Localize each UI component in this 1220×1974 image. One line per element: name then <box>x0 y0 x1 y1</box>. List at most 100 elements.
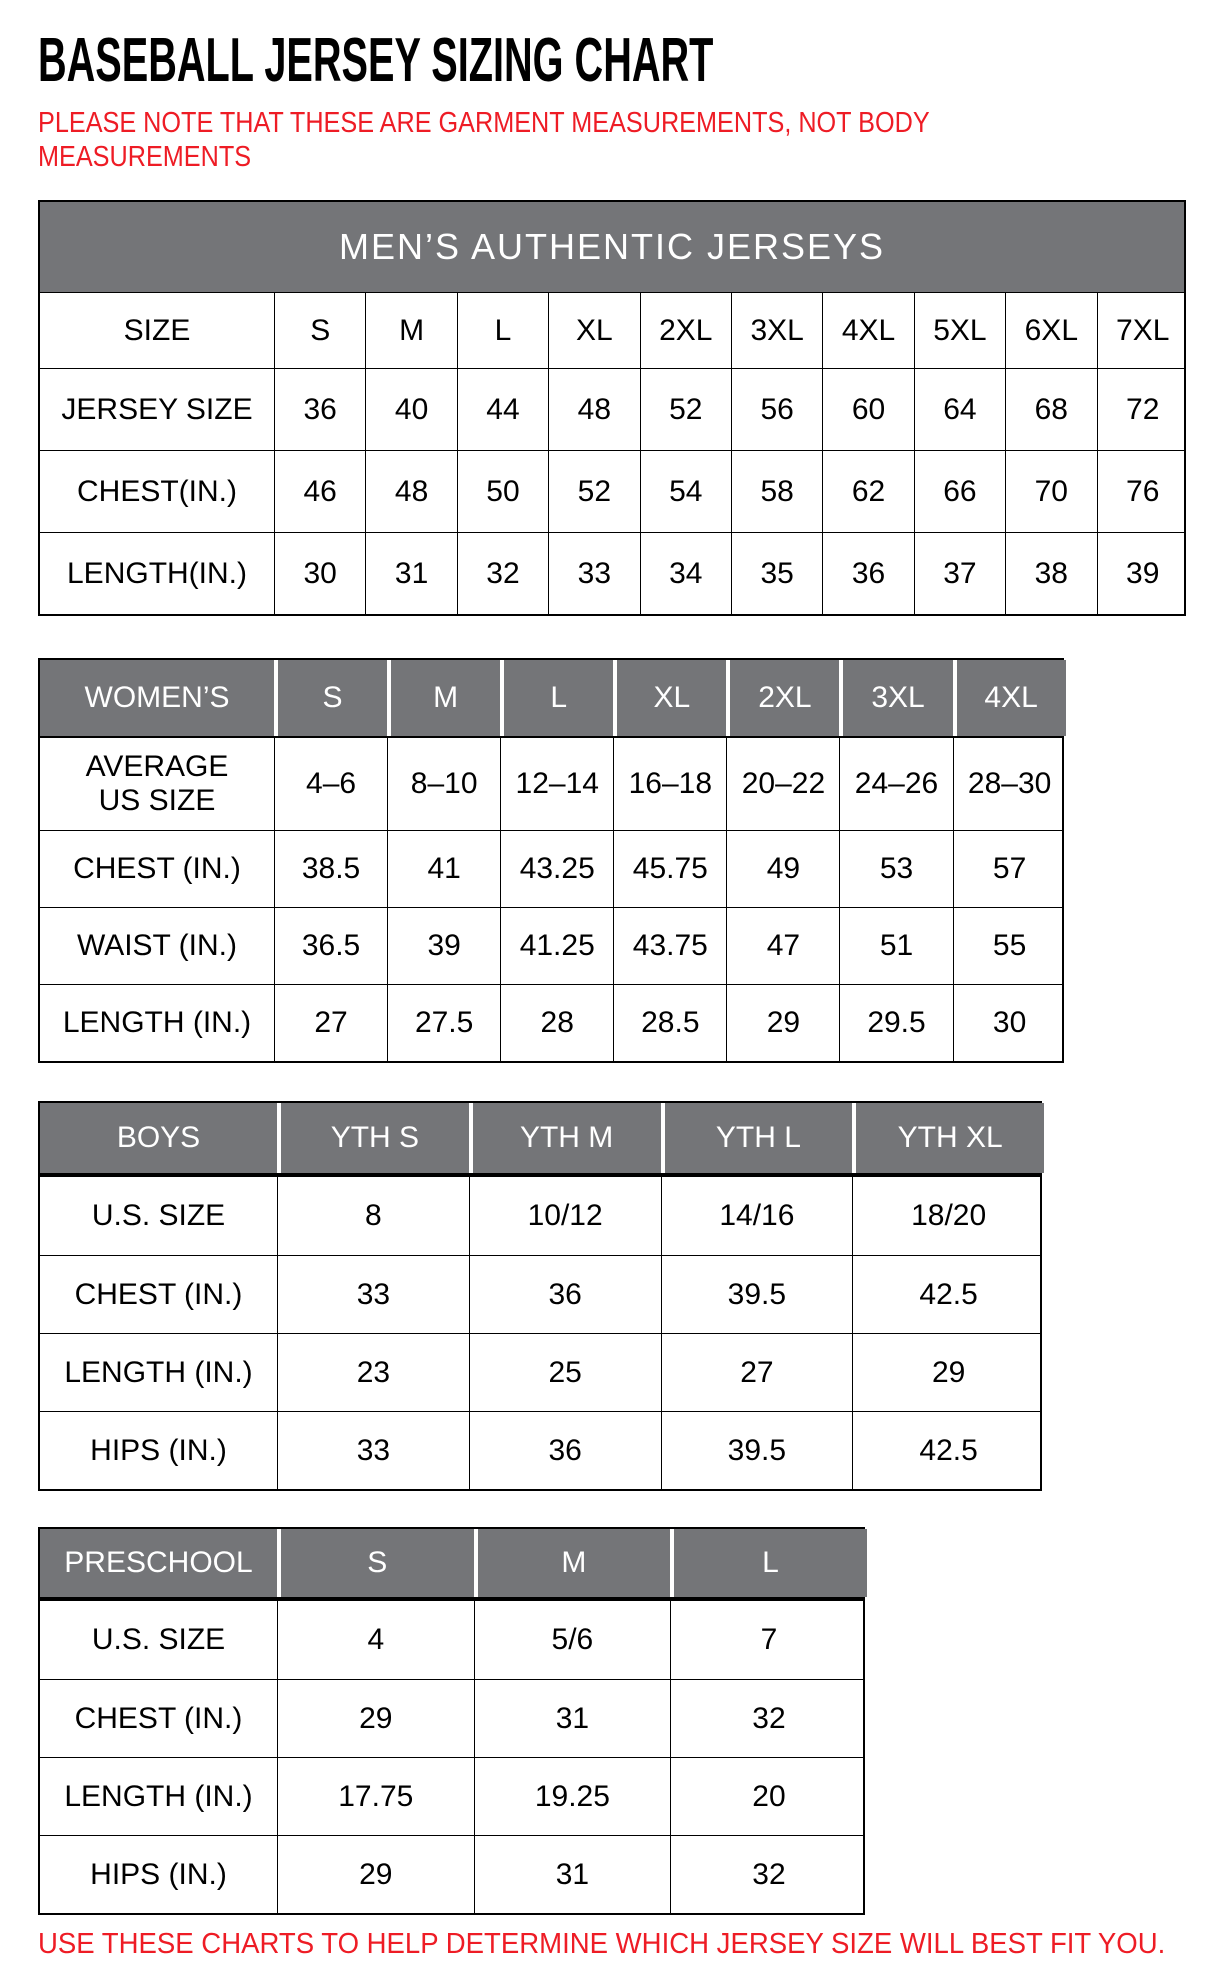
table-cell: 4–6 <box>274 738 387 830</box>
column-header: S <box>274 660 388 736</box>
table-cell: 39 <box>387 908 500 984</box>
table-title-header: SIZE <box>123 313 191 347</box>
table-cell: 14/16 <box>660 1177 853 1255</box>
table-cell: 41.25 <box>500 908 613 984</box>
row-label: HIPS (IN.) <box>90 1433 227 1467</box>
womens-row-1: CHEST (IN.) 38.5 41 43.25 45.75 49 53 57 <box>40 830 1062 907</box>
table-cell: 19.25 <box>473 1758 671 1835</box>
boys-row-0: U.S. SIZE 8 10/12 14/16 18/20 <box>40 1177 1040 1255</box>
table-cell: 4 <box>277 1601 474 1679</box>
boys-header-row: BOYS YTH S YTH M YTH L YTH XL <box>40 1103 1044 1177</box>
womens-row-2: WAIST (IN.) 36.5 39 41.25 43.75 47 51 55 <box>40 907 1062 984</box>
table-cell: 31 <box>365 533 456 614</box>
row-label: HIPS (IN.) <box>90 1857 227 1891</box>
row-label: LENGTH (IN.) <box>64 1779 253 1813</box>
table-cell: 52 <box>548 451 639 532</box>
note-line-2: MEASUREMENTS <box>38 141 252 173</box>
table-cell: 30 <box>274 533 365 614</box>
table-cell: 62 <box>822 451 913 532</box>
table-cell: 29 <box>277 1836 474 1913</box>
table-cell: 33 <box>277 1412 469 1489</box>
table-cell: 29 <box>277 1680 474 1757</box>
table-cell: 41 <box>387 831 500 907</box>
table-cell: 8–10 <box>387 738 500 830</box>
column-header: XL <box>548 293 639 368</box>
preschool-row-1: CHEST (IN.) 29 31 32 <box>40 1679 863 1757</box>
table-cell: 38.5 <box>274 831 387 907</box>
table-cell: 66 <box>913 451 1005 532</box>
table-cell: 56 <box>730 369 822 450</box>
table-title-header: PRESCHOOL <box>40 1529 277 1597</box>
row-label: WAIST (IN.) <box>77 929 237 962</box>
table-cell: 28 <box>500 985 613 1061</box>
row-label: U.S. SIZE <box>91 1623 226 1656</box>
table-cell: 43.25 <box>500 831 613 907</box>
table-cell: 60 <box>822 369 913 450</box>
row-label: CHEST (IN.) <box>74 1701 243 1735</box>
table-cell: 32 <box>670 1836 867 1913</box>
column-header: YTH L <box>660 1103 853 1173</box>
table-cell: 34 <box>639 533 731 614</box>
column-header: 4XL <box>822 293 913 368</box>
table-cell: 48 <box>548 369 639 450</box>
table-cell: 23 <box>277 1334 469 1411</box>
table-cell: 28–30 <box>952 738 1066 830</box>
table-cell: 36 <box>468 1412 661 1489</box>
row-label: LENGTH (IN.) <box>64 1355 253 1389</box>
column-header: XL <box>613 660 727 736</box>
row-label: LENGTH (IN.) <box>62 1006 252 1039</box>
boys-size-table: BOYS YTH S YTH M YTH L YTH XL U.S. SIZE 8 10/12… <box>38 1101 1044 1491</box>
table-cell: 12–14 <box>500 738 613 830</box>
table-cell: 32 <box>456 533 548 614</box>
table-cell: 39 <box>1096 533 1188 614</box>
boys-row-1: CHEST (IN.) 33 36 39.5 42.5 <box>40 1255 1040 1333</box>
mens-banner-header: MEN’S AUTHENTIC JERSEYS <box>40 202 1184 292</box>
mens-header-row: SIZE S M L XL 2XL 3XL 4XL 5XL 6XL 7XL <box>40 292 1184 368</box>
row-label: CHEST(IN.) <box>77 474 237 508</box>
preschool-row-2: LENGTH (IN.) 17.75 19.25 20 <box>40 1757 863 1835</box>
table-cell: 29.5 <box>839 985 952 1061</box>
table-cell: 35 <box>730 533 822 614</box>
table-cell: 8 <box>277 1177 469 1255</box>
womens-size-table: WOMEN’S S M L XL 2XL 3XL 4XL AVERAGE US SIZE 4–6 8… <box>38 658 1066 1063</box>
row-label: AVERAGE US SIZE <box>85 750 229 817</box>
table-cell: 10/12 <box>468 1177 661 1255</box>
row-label: U.S. SIZE <box>91 1199 226 1232</box>
table-cell: 20 <box>670 1758 867 1835</box>
table-cell: 42.5 <box>852 1256 1044 1333</box>
column-header: YTH XL <box>852 1103 1044 1173</box>
table-cell: 31 <box>473 1680 671 1757</box>
row-label: LENGTH(IN.) <box>67 556 247 590</box>
column-header: 5XL <box>913 293 1005 368</box>
table-cell: 47 <box>726 908 839 984</box>
table-cell: 54 <box>639 451 731 532</box>
table-title-header: BOYS <box>40 1103 277 1173</box>
table-cell: 30 <box>952 985 1066 1061</box>
mens-row-0: JERSEY SIZE 36 40 44 48 52 56 60 64 68 72 <box>40 368 1184 450</box>
table-title-header: WOMEN’S <box>40 660 274 736</box>
table-cell: 36 <box>468 1256 661 1333</box>
table-cell: 33 <box>277 1256 469 1333</box>
table-cell: 24–26 <box>839 738 952 830</box>
garment-measurement-note: PLEASE NOTE THAT THESE ARE GARMENT MEASU… <box>38 106 1049 174</box>
column-header: L <box>670 1529 867 1597</box>
column-header: 4XL <box>952 660 1066 736</box>
note-line-1: PLEASE NOTE THAT THESE ARE GARMENT MEASU… <box>38 107 930 139</box>
mens-row-1: CHEST(IN.) 46 48 50 52 54 58 62 66 70 76 <box>40 450 1184 532</box>
column-header: S <box>277 1529 474 1597</box>
table-cell: 72 <box>1096 369 1188 450</box>
table-cell: 40 <box>365 369 456 450</box>
column-header: M <box>473 1529 671 1597</box>
table-cell: 42.5 <box>852 1412 1044 1489</box>
table-cell: 52 <box>639 369 731 450</box>
table-cell: 44 <box>456 369 548 450</box>
preschool-header-row: PRESCHOOL S M L <box>40 1529 867 1601</box>
table-cell: 45.75 <box>613 831 726 907</box>
womens-row-3: LENGTH (IN.) 27 27.5 28 28.5 29 29.5 30 <box>40 984 1062 1061</box>
table-cell: 36.5 <box>274 908 387 984</box>
table-cell: 57 <box>952 831 1066 907</box>
table-cell: 39.5 <box>660 1412 853 1489</box>
column-header: M <box>387 660 501 736</box>
table-cell: 43.75 <box>613 908 726 984</box>
column-header: S <box>274 293 365 368</box>
